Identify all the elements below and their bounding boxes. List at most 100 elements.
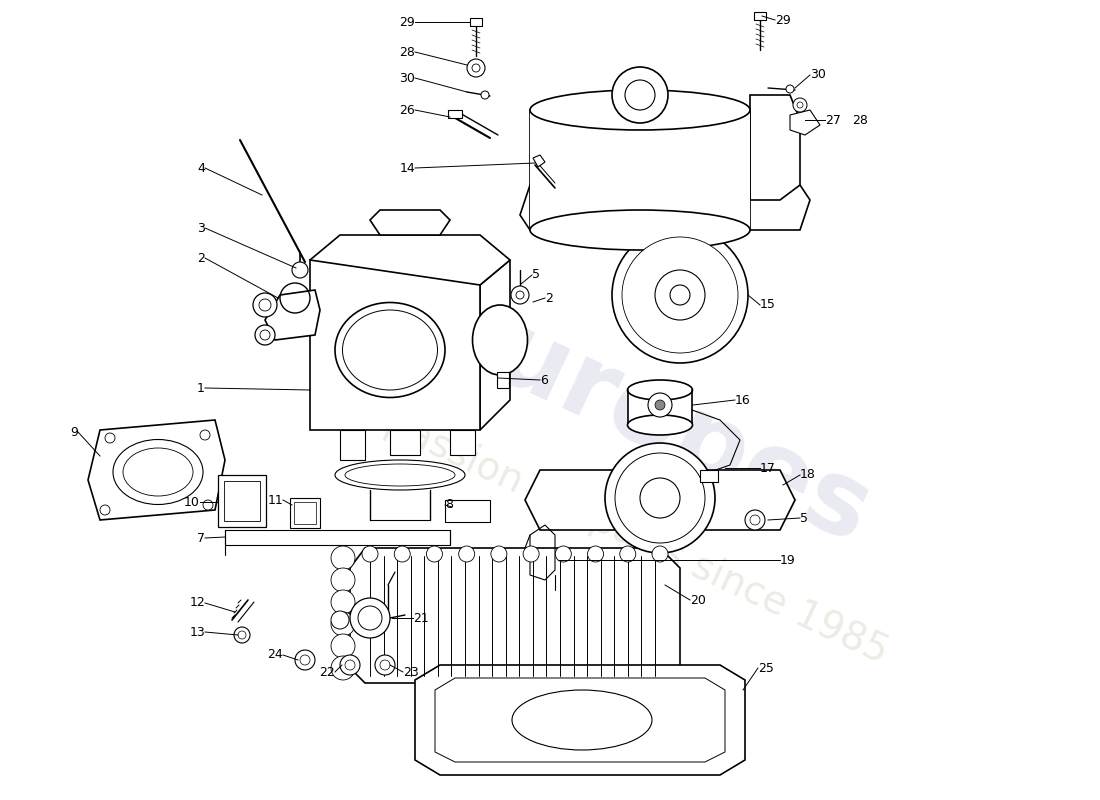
Circle shape: [295, 650, 315, 670]
Circle shape: [472, 64, 480, 72]
Circle shape: [615, 453, 705, 543]
Text: 2: 2: [197, 251, 205, 265]
Circle shape: [258, 299, 271, 311]
Circle shape: [331, 568, 355, 592]
Polygon shape: [450, 430, 475, 455]
Circle shape: [619, 546, 636, 562]
Text: 11: 11: [267, 494, 283, 506]
Polygon shape: [534, 155, 544, 167]
Circle shape: [654, 270, 705, 320]
Bar: [700, 470, 718, 482]
Circle shape: [524, 546, 539, 562]
Circle shape: [100, 505, 110, 515]
Polygon shape: [434, 678, 725, 762]
Circle shape: [648, 393, 672, 417]
Polygon shape: [480, 260, 510, 430]
Ellipse shape: [123, 448, 192, 496]
Polygon shape: [310, 235, 510, 285]
Circle shape: [331, 590, 355, 614]
Circle shape: [612, 227, 748, 363]
Polygon shape: [88, 420, 225, 520]
Circle shape: [670, 285, 690, 305]
Circle shape: [654, 400, 666, 410]
Circle shape: [340, 655, 360, 675]
Text: 5: 5: [532, 269, 540, 282]
Text: 5: 5: [800, 511, 808, 525]
Circle shape: [640, 478, 680, 518]
Circle shape: [468, 59, 485, 77]
Text: 4: 4: [197, 162, 205, 174]
Text: 21: 21: [412, 611, 429, 625]
Circle shape: [512, 286, 529, 304]
Ellipse shape: [342, 310, 438, 390]
Bar: [446, 500, 490, 522]
Text: 9: 9: [70, 426, 78, 438]
Text: 16: 16: [735, 394, 750, 406]
Circle shape: [358, 606, 382, 630]
Bar: [290, 498, 320, 528]
Text: 29: 29: [776, 14, 791, 26]
Text: europes: europes: [414, 274, 887, 566]
Text: 23: 23: [403, 666, 419, 678]
Ellipse shape: [336, 302, 446, 398]
Ellipse shape: [345, 464, 455, 486]
Circle shape: [345, 660, 355, 670]
Circle shape: [556, 546, 571, 562]
Text: 3: 3: [197, 222, 205, 234]
Circle shape: [621, 237, 738, 353]
Circle shape: [104, 433, 116, 443]
Circle shape: [362, 546, 378, 562]
Ellipse shape: [530, 210, 750, 250]
Text: 8: 8: [446, 498, 453, 511]
Circle shape: [798, 102, 803, 108]
Text: 27: 27: [825, 114, 840, 126]
Circle shape: [255, 325, 275, 345]
Circle shape: [379, 660, 390, 670]
Ellipse shape: [113, 439, 204, 505]
Polygon shape: [370, 210, 450, 235]
Polygon shape: [265, 290, 320, 340]
Circle shape: [292, 262, 308, 278]
Bar: [530, 110, 750, 230]
Ellipse shape: [627, 415, 693, 435]
Text: 6: 6: [540, 374, 548, 386]
Polygon shape: [350, 548, 680, 683]
Polygon shape: [340, 430, 365, 460]
Text: a passion for parts since 1985: a passion for parts since 1985: [345, 389, 894, 671]
Circle shape: [200, 430, 210, 440]
Circle shape: [481, 91, 490, 99]
Ellipse shape: [627, 380, 693, 400]
Text: 12: 12: [189, 597, 205, 610]
Polygon shape: [390, 430, 420, 455]
Circle shape: [491, 546, 507, 562]
Circle shape: [786, 85, 794, 93]
Bar: [497, 372, 509, 388]
Circle shape: [459, 546, 475, 562]
Bar: [628, 390, 692, 425]
Text: 15: 15: [760, 298, 775, 311]
Circle shape: [612, 67, 668, 123]
Circle shape: [234, 627, 250, 643]
Polygon shape: [520, 185, 810, 230]
Text: 20: 20: [690, 594, 706, 606]
Text: 14: 14: [399, 162, 415, 174]
Text: 30: 30: [399, 71, 415, 85]
Text: 1: 1: [197, 382, 205, 394]
Circle shape: [375, 655, 395, 675]
Polygon shape: [415, 665, 745, 775]
Circle shape: [745, 510, 764, 530]
Circle shape: [300, 655, 310, 665]
Circle shape: [750, 515, 760, 525]
Circle shape: [260, 330, 270, 340]
Polygon shape: [790, 110, 820, 135]
Bar: [218, 475, 266, 527]
Text: 2: 2: [544, 291, 553, 305]
Text: 13: 13: [189, 626, 205, 638]
Text: 10: 10: [184, 495, 200, 509]
Circle shape: [350, 598, 390, 638]
Circle shape: [331, 612, 355, 636]
Bar: [224, 481, 260, 521]
Circle shape: [793, 98, 807, 112]
Bar: [754, 12, 766, 20]
Text: 26: 26: [399, 103, 415, 117]
